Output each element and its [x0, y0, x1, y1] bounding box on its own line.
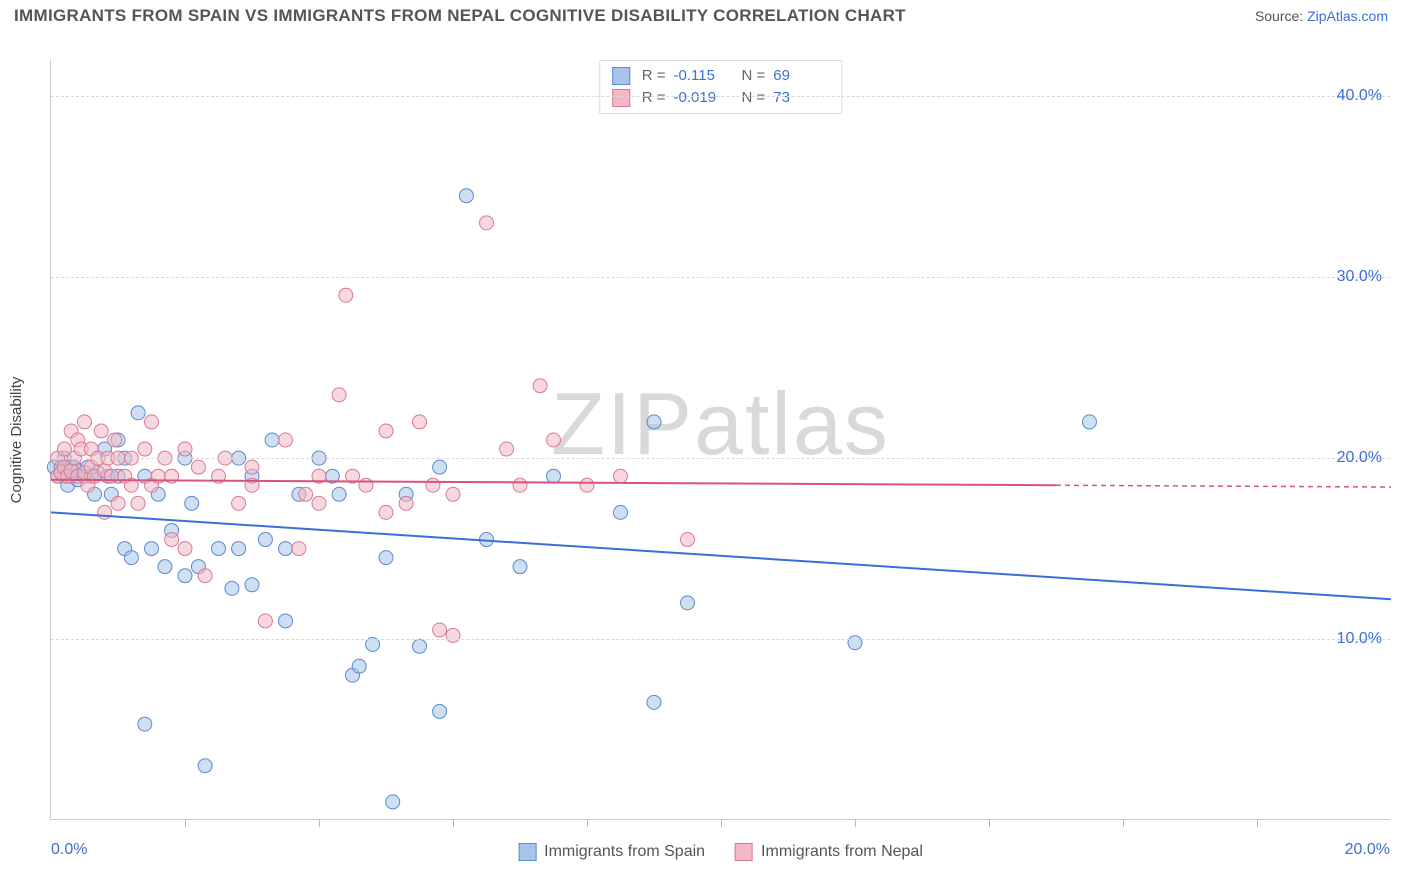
legend-item-1: Immigrants from Nepal [735, 843, 923, 861]
y-axis-title: Cognitive Disability [8, 377, 25, 504]
legend-stats: R = -0.115 N = 69 R = -0.019 N = 73 [599, 60, 843, 114]
gridline [51, 639, 1390, 640]
legend-label-1: Immigrants from Nepal [761, 843, 923, 861]
chart-title: IMMIGRANTS FROM SPAIN VS IMMIGRANTS FROM… [14, 6, 906, 26]
r-label-0: R = [642, 65, 666, 87]
source-link[interactable]: ZipAtlas.com [1307, 8, 1388, 24]
title-bar: IMMIGRANTS FROM SPAIN VS IMMIGRANTS FROM… [0, 0, 1406, 32]
legend-series: Immigrants from Spain Immigrants from Ne… [518, 843, 923, 861]
plot-area: ZIPatlas R = -0.115 N = 69 R = -0.019 N … [50, 60, 1390, 820]
swatch-bottom-0 [518, 843, 536, 861]
n-label-1: N = [742, 87, 766, 109]
x-tick [587, 819, 588, 827]
source-label: Source: [1255, 8, 1303, 24]
y-tick-label: 10.0% [1337, 630, 1382, 648]
x-tick [1123, 819, 1124, 827]
x-tick [855, 819, 856, 827]
swatch-series-1 [612, 89, 630, 107]
r-label-1: R = [642, 87, 666, 109]
x-tick [1257, 819, 1258, 827]
x-tick [453, 819, 454, 827]
source-attribution: Source: ZipAtlas.com [1255, 8, 1388, 24]
legend-item-0: Immigrants from Spain [518, 843, 705, 861]
x-tick [721, 819, 722, 827]
n-value-0: 69 [773, 65, 829, 87]
swatch-bottom-1 [735, 843, 753, 861]
plot-svg [51, 60, 1390, 819]
y-tick-label: 40.0% [1337, 87, 1382, 105]
r-value-0: -0.115 [674, 65, 730, 87]
x-tick-label: 0.0% [51, 841, 87, 859]
r-value-1: -0.019 [674, 87, 730, 109]
x-tick [319, 819, 320, 827]
n-label-0: N = [742, 65, 766, 87]
gridline [51, 458, 1390, 459]
y-tick-label: 30.0% [1337, 268, 1382, 286]
n-value-1: 73 [773, 87, 829, 109]
gridline [51, 96, 1390, 97]
legend-stats-row-0: R = -0.115 N = 69 [612, 65, 830, 87]
y-tick-label: 20.0% [1337, 449, 1382, 467]
x-tick-label: 20.0% [1345, 841, 1390, 859]
legend-label-0: Immigrants from Spain [544, 843, 705, 861]
legend-stats-row-1: R = -0.019 N = 73 [612, 87, 830, 109]
swatch-series-0 [612, 67, 630, 85]
chart-container: IMMIGRANTS FROM SPAIN VS IMMIGRANTS FROM… [0, 0, 1406, 892]
x-tick [185, 819, 186, 827]
x-tick [989, 819, 990, 827]
gridline [51, 277, 1390, 278]
